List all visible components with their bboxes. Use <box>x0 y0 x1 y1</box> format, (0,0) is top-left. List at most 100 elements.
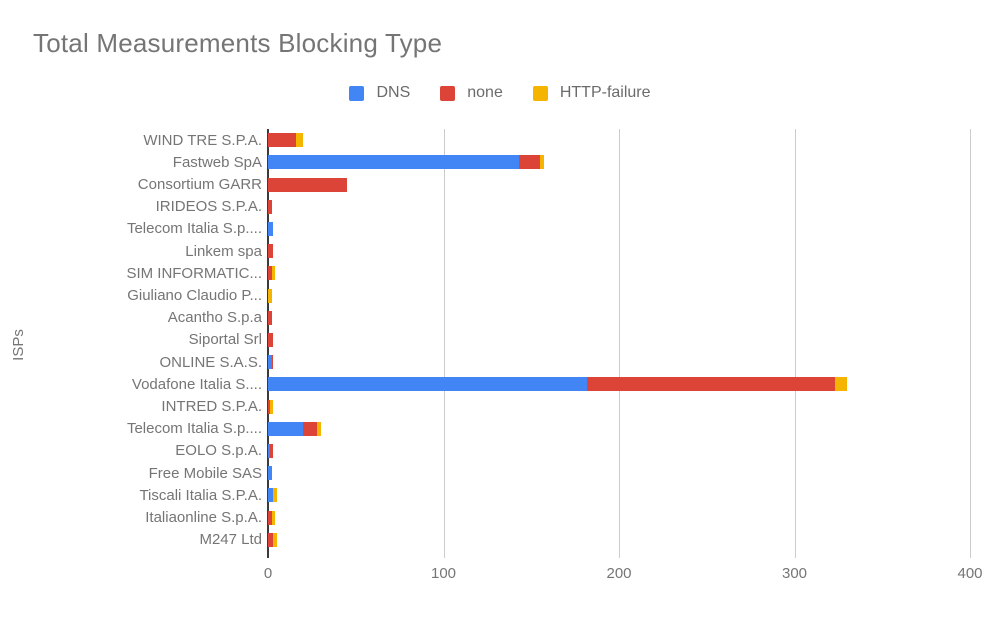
bar-track <box>268 506 970 528</box>
bar-segment-http-failure <box>317 421 321 436</box>
bar-segment-http-failure <box>271 266 275 281</box>
chart-row: EOLO S.p.A. <box>30 440 970 462</box>
isp-label: Free Mobile SAS <box>148 464 262 482</box>
bar-segment-dns <box>268 466 272 481</box>
isp-label: WIND TRE S.P.A. <box>143 131 262 149</box>
bar-track <box>268 240 970 262</box>
bar-segment-dns <box>268 443 270 458</box>
bar-segment-dns <box>268 155 519 170</box>
bar-segment-http-failure <box>296 133 304 148</box>
chart-row: Siportal Srl <box>30 329 970 351</box>
legend-label: DNS <box>376 84 411 101</box>
chart-row: WIND TRE S.P.A. <box>30 129 970 151</box>
isp-label: EOLO S.p.A. <box>175 442 262 460</box>
isp-label: Acantho S.p.a <box>167 309 262 327</box>
isp-label: Telecom Italia S.p.... <box>126 220 262 238</box>
gridline <box>970 129 971 558</box>
isp-label: Giuliano Claudio P... <box>127 287 262 305</box>
legend-item-none: none <box>440 84 503 102</box>
bar-segment-none <box>271 355 274 370</box>
bar-segment-http-failure <box>268 288 272 303</box>
bar-segment-none <box>268 177 347 192</box>
isp-label: Telecom Italia S.p.... <box>126 420 262 438</box>
chart-row: ONLINE S.A.S. <box>30 351 970 373</box>
chart-row: Tiscali Italia S.P.A. <box>30 484 970 506</box>
x-axis-tick-labels: 0 100 200 300 400 <box>264 565 983 585</box>
isp-label: SIM INFORMATIC... <box>126 264 262 282</box>
bar-segment-dns <box>268 421 304 436</box>
bar-segment-none <box>268 310 272 325</box>
isp-label: Tiscali Italia S.P.A. <box>139 486 262 504</box>
bar-segment-none <box>269 443 274 458</box>
chart-legend: DNS none HTTP-failure <box>0 84 1000 102</box>
isp-label: Fastweb SpA <box>172 153 262 171</box>
bar-segment-http-failure <box>834 377 848 392</box>
gridline <box>794 129 796 558</box>
chart-title: Total Measurements Blocking Type <box>33 28 443 58</box>
bar-segment-dns <box>268 377 588 392</box>
legend-swatch-icon <box>440 85 456 101</box>
bar-segment-dns <box>268 355 272 370</box>
chart-row: SIM INFORMATIC... <box>30 262 970 284</box>
x-tick-label: 300 <box>781 565 808 582</box>
x-tick-label: 0 <box>263 565 273 582</box>
chart-row: IRIDEOS S.P.A. <box>30 196 970 218</box>
legend-label: HTTP-failure <box>559 84 651 101</box>
bar-track <box>268 196 970 218</box>
chart-row: M247 Ltd <box>30 529 970 551</box>
bar-segment-dns <box>268 488 274 503</box>
bar-segment-http-failure <box>273 488 277 503</box>
isp-label: INTRED S.P.A. <box>161 398 262 416</box>
chart-row: Telecom Italia S.p.... <box>30 218 970 240</box>
bar-track <box>268 529 970 551</box>
bar-track <box>268 151 970 173</box>
bar-segment-none <box>268 332 274 347</box>
bar-track <box>268 395 970 417</box>
bar-segment-none <box>268 133 297 148</box>
gridline <box>619 129 620 558</box>
bar-segment-http-failure <box>269 399 274 414</box>
isp-label: Siportal Srl <box>188 331 262 349</box>
bar-segment-none <box>268 266 272 281</box>
legend-label: none <box>467 84 503 101</box>
legend-item-dns: DNS <box>349 84 410 102</box>
chart-row: Italiaonline S.p.A. <box>30 506 970 528</box>
bar-track <box>268 440 970 462</box>
bar-track <box>268 484 970 506</box>
isp-label: M247 Ltd <box>199 531 262 549</box>
bar-track <box>268 307 970 329</box>
bar-track <box>268 218 970 240</box>
chart-row: Giuliano Claudio P... <box>30 284 970 306</box>
bar-track <box>268 462 970 484</box>
gridline <box>443 129 445 558</box>
x-tick-label: 400 <box>957 565 983 582</box>
legend-swatch-icon <box>532 85 548 101</box>
chart-rows: WIND TRE S.P.A. Fastweb SpA Consortium GAR… <box>30 129 970 551</box>
chart-row: Telecom Italia S.p.... <box>30 418 970 440</box>
y-axis-title: ISPs <box>10 329 27 361</box>
bar-segment-none <box>518 155 540 170</box>
bar-track <box>268 129 970 151</box>
x-tick-label: 200 <box>606 565 632 582</box>
bar-segment-none <box>268 244 274 259</box>
bar-track <box>268 351 970 373</box>
isp-label: IRIDEOS S.P.A. <box>155 198 262 216</box>
bar-track <box>268 262 970 284</box>
bar-segment-none <box>268 399 270 414</box>
chart-row: Linkem spa <box>30 240 970 262</box>
chart-row: Acantho S.p.a <box>30 307 970 329</box>
chart-row: Vodafone Italia S.... <box>30 373 970 395</box>
bar-segment-dns <box>268 221 274 236</box>
chart-row: Consortium GARR <box>30 173 970 195</box>
bar-segment-http-failure <box>540 155 544 170</box>
bar-track <box>268 284 970 306</box>
bar-segment-none <box>303 421 318 436</box>
chart-row: Fastweb SpA <box>30 151 970 173</box>
legend-item-http-failure: HTTP-failure <box>532 84 651 102</box>
bar-segment-http-failure <box>273 532 277 547</box>
chart-row: INTRED S.P.A. <box>30 395 970 417</box>
isp-label: Linkem spa <box>185 242 262 260</box>
bar-track <box>268 329 970 351</box>
legend-swatch-icon <box>349 85 365 101</box>
